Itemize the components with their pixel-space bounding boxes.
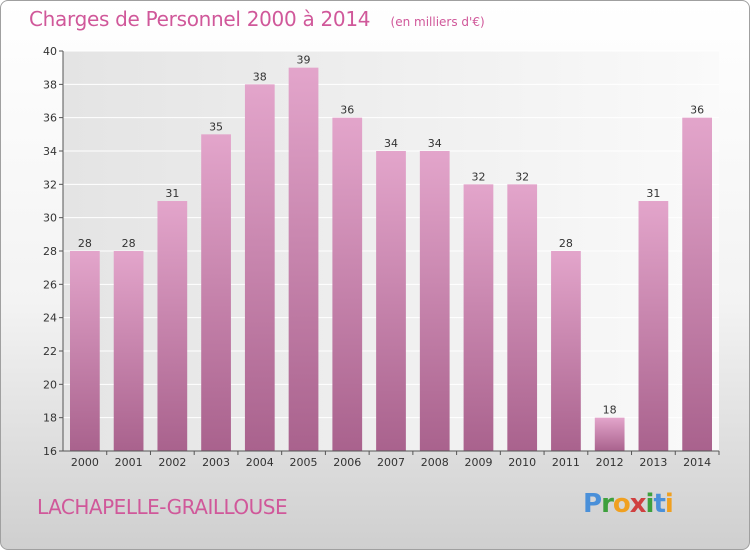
x-tick-label: 2011 [552, 456, 580, 469]
y-tick-label: 28 [43, 245, 57, 258]
bar [69, 251, 100, 451]
logo-letter: t [653, 489, 665, 519]
bar [244, 84, 275, 451]
y-tick-label: 16 [43, 445, 57, 458]
x-tick-label: 2003 [202, 456, 230, 469]
bar-value-label: 18 [603, 404, 617, 417]
x-tick-label: 2004 [246, 456, 274, 469]
x-tick-label: 2014 [683, 456, 711, 469]
bar-value-label: 36 [690, 104, 704, 117]
labels: 16 18 20 22 24 26 28 30 32 34 36 38 40 28 2000 28 2001 31… [43, 45, 711, 469]
x-tick-label: 2007 [377, 456, 405, 469]
logo-letter: i [645, 489, 655, 519]
logo-letter: o [612, 489, 631, 519]
bar-value-label: 31 [646, 187, 660, 200]
y-tick-label: 34 [43, 145, 57, 158]
bar [332, 117, 363, 452]
logo-letter: x [629, 489, 647, 519]
bar [376, 151, 406, 451]
bar [157, 201, 188, 451]
x-tick-label: 2013 [639, 456, 667, 469]
x-tick-label: 2006 [333, 456, 361, 469]
bar [419, 151, 450, 451]
axes [59, 50, 720, 455]
y-tick-label: 26 [43, 278, 57, 291]
bar [113, 251, 144, 451]
x-tick-label: 2012 [596, 456, 624, 469]
x-tick-label: 2009 [464, 456, 492, 469]
y-tick-label: 18 [43, 412, 57, 425]
bar [201, 134, 231, 452]
bar [638, 201, 669, 451]
bar-value-label: 31 [165, 187, 179, 200]
bar [594, 417, 625, 451]
chart-title-main: Charges de Personnel 2000 à 2014 [29, 7, 371, 31]
bar-value-label: 28 [122, 237, 136, 250]
bar-value-label: 28 [559, 237, 573, 250]
y-tick-label: 20 [43, 378, 57, 391]
y-tick-label: 22 [43, 345, 57, 358]
bar [463, 184, 494, 452]
commune-name: LACHAPELLE-GRAILLOUSE [37, 495, 288, 519]
bar-value-label: 32 [471, 170, 485, 183]
x-tick-label: 2010 [508, 456, 536, 469]
bar-value-label: 36 [340, 104, 354, 117]
bar [551, 251, 581, 451]
y-tick-label: 30 [43, 212, 57, 225]
x-tick-label: 2005 [290, 456, 318, 469]
x-tick-label: 2001 [115, 456, 143, 469]
x-tick-label: 2000 [71, 456, 99, 469]
bars [69, 67, 713, 452]
bar-value-label: 38 [253, 70, 267, 83]
y-tick-label: 32 [43, 178, 57, 191]
y-tick-label: 24 [43, 312, 57, 325]
x-tick-label: 2008 [421, 456, 449, 469]
logo-letter: P [583, 489, 602, 519]
bar-value-label: 34 [384, 137, 398, 150]
y-tick-label: 38 [43, 78, 57, 91]
bar [507, 184, 538, 452]
bar-value-label: 32 [515, 170, 529, 183]
y-tick-label: 36 [43, 112, 57, 125]
chart-title-unit: (en milliers d'€) [390, 15, 485, 29]
bar-value-label: 34 [428, 137, 442, 150]
bar [288, 67, 319, 452]
logo-letter: r [601, 489, 614, 519]
bar-value-label: 28 [78, 237, 92, 250]
bar-value-label: 39 [297, 54, 311, 67]
bar [682, 117, 713, 452]
logo-letter: i [664, 489, 674, 519]
proxiti-logo: Proxiti [583, 489, 674, 519]
y-tick-label: 40 [43, 45, 57, 58]
chart-title: Charges de Personnel 2000 à 2014 (en mil… [29, 7, 485, 31]
bar-value-label: 35 [209, 120, 223, 133]
x-tick-label: 2002 [158, 456, 186, 469]
